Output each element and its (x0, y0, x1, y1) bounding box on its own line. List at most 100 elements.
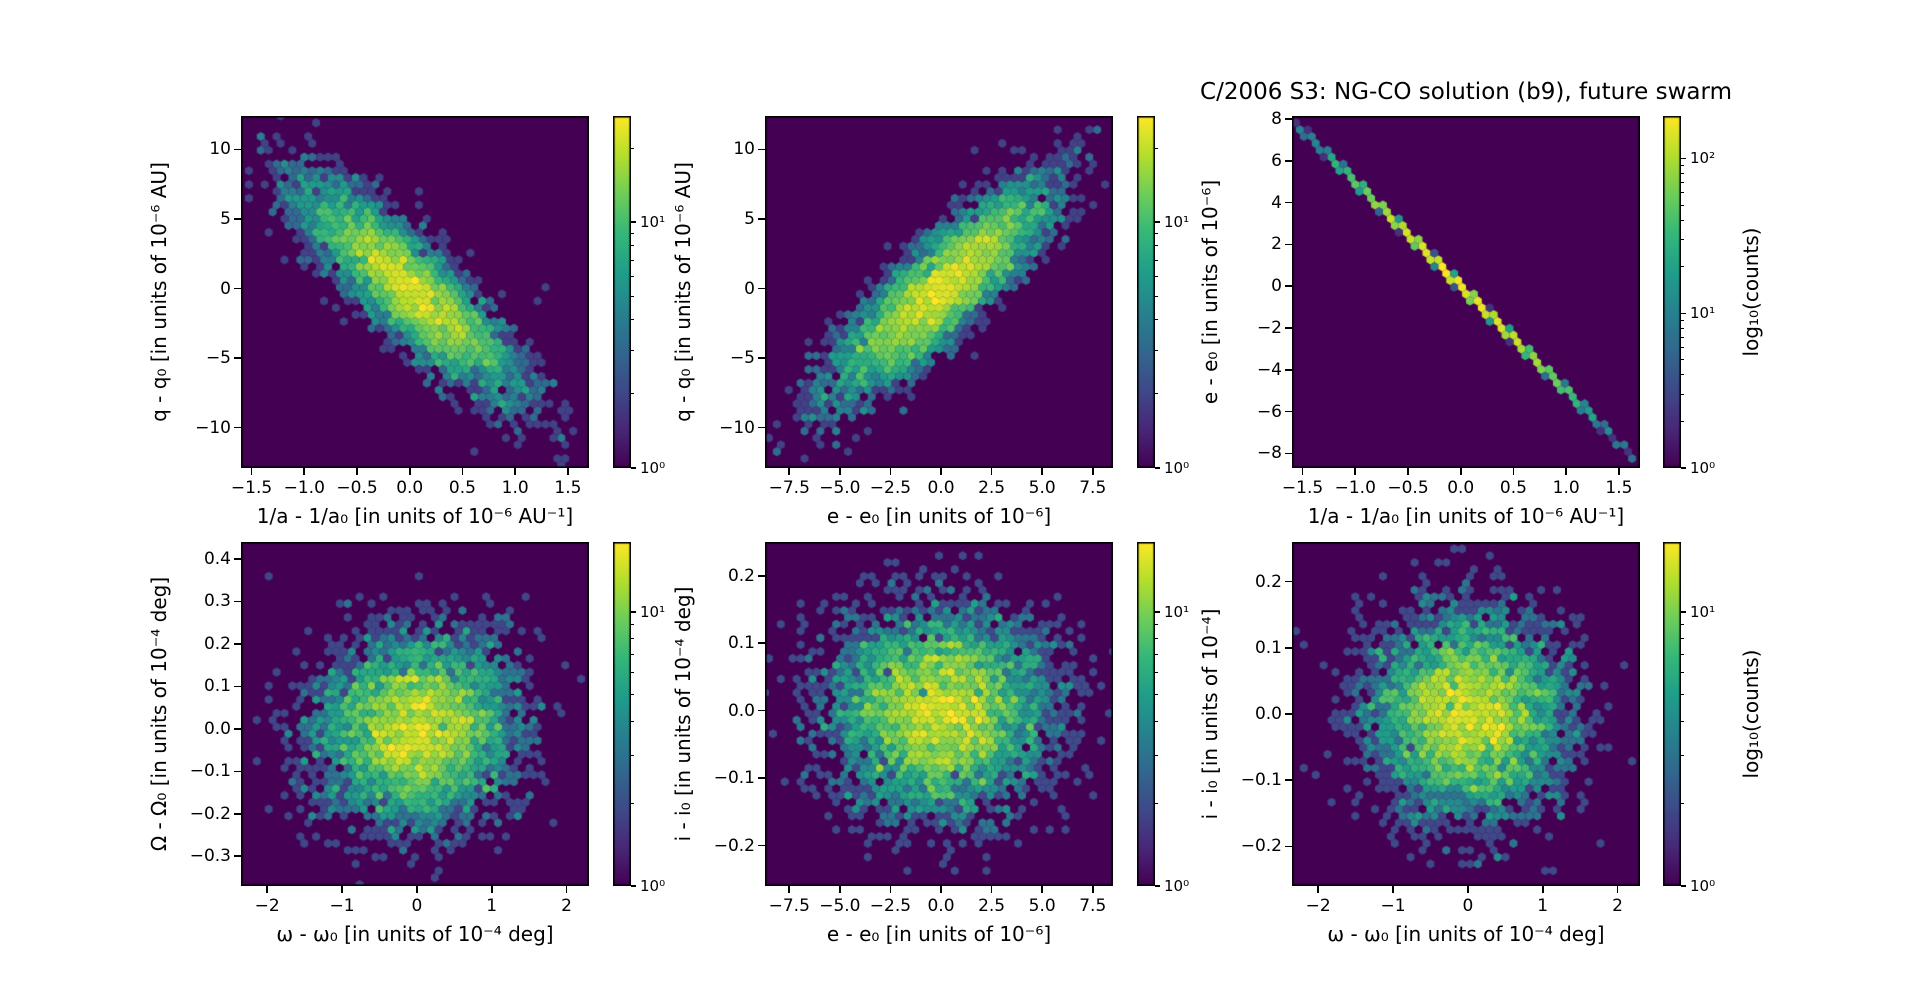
colorbar-tick-label: 10⁰ (1690, 877, 1716, 895)
x-tick (567, 468, 569, 475)
colorbar-minor-tick (1681, 165, 1684, 167)
x-tick (1407, 468, 1409, 475)
y-tick (758, 574, 765, 577)
x-tick (514, 468, 516, 475)
y-tick (758, 148, 765, 151)
y-tick (234, 426, 241, 429)
x-tick-label: 7.5 (1079, 896, 1107, 916)
colorbar-q-q0-vs-e-e0 (1137, 116, 1155, 468)
colorbar-minor-tick (1155, 693, 1158, 695)
x-tick-label: −5.0 (819, 478, 861, 498)
x-tick-label: −1.0 (283, 478, 325, 498)
colorbar-minor-tick (1681, 393, 1684, 395)
colorbar-tick (1681, 467, 1686, 469)
x-tick-label: 2.5 (978, 478, 1006, 498)
colorbar-i-i0-vs-omega-omega0 (1663, 542, 1681, 886)
x-tick (341, 886, 343, 893)
colorbar-tick (1681, 157, 1686, 160)
y-tick (1285, 160, 1292, 162)
colorbar-tick (631, 467, 636, 469)
x-tick (1616, 886, 1619, 893)
x-tick-label: −7.5 (768, 896, 810, 916)
y-tick (758, 426, 765, 429)
colorbar-minor-tick (631, 653, 634, 655)
x-tick-label: −2 (1305, 896, 1331, 916)
y-tick-label: −0.1 (713, 768, 755, 789)
colorbar-tick (1155, 467, 1160, 469)
y-tick-label: 0.3 (203, 591, 231, 612)
y-tick-label: 0.2 (727, 565, 755, 586)
colorbar-tick (1155, 221, 1160, 223)
x-tick-label: 1 (1537, 896, 1549, 916)
y-tick (758, 709, 765, 712)
x-tick (1091, 886, 1094, 893)
y-tick-label: −10 (195, 417, 231, 438)
y-axis-label: i - i₀ [in units of 10⁻⁴] (1198, 608, 1222, 820)
colorbar-minor-tick (1681, 238, 1684, 240)
y-tick (234, 357, 241, 359)
y-axis-label: Ω - Ω₀ [in units of 10⁻⁴ deg] (147, 576, 171, 852)
y-tick (1285, 410, 1292, 413)
colorbar-minor-tick (1681, 172, 1684, 174)
colorbar-q-q0-vs-1a-1a0 (613, 116, 631, 468)
colorbar-tick-label: 10⁰ (640, 877, 666, 895)
y-tick (1285, 327, 1292, 329)
y-tick-label: 0.1 (727, 633, 755, 654)
x-tick (1459, 468, 1462, 475)
y-tick (1285, 580, 1292, 583)
hexbin-plot-e-e0-vs-1a-1a0 (1292, 116, 1640, 468)
y-tick-label: −0.2 (713, 835, 755, 856)
y-tick-label: 5 (744, 208, 755, 229)
x-tick-label: 0 (1462, 896, 1474, 916)
hexbin-plot-q-q0-vs-e-e0 (765, 116, 1113, 468)
colorbar-e-e0-vs-1a-1a0 (1663, 116, 1681, 468)
x-tick-label: 0.0 (927, 896, 955, 916)
colorbar-tick-label: 10⁰ (1164, 459, 1190, 477)
x-tick-label: −2 (254, 896, 280, 916)
y-tick-label: 0.0 (203, 718, 231, 739)
x-tick (250, 468, 253, 475)
colorbar-tick (631, 611, 636, 613)
colorbar-minor-tick (631, 350, 634, 352)
y-tick-label: 0 (1271, 276, 1282, 297)
colorbar-minor-tick (1681, 754, 1684, 756)
y-tick-label: 0 (744, 278, 755, 299)
colorbar-minor-tick (631, 720, 634, 722)
colorbar-minor-tick (1155, 393, 1158, 395)
x-tick-label: −1.5 (1281, 478, 1324, 498)
colorbar-tick (1681, 885, 1686, 887)
colorbar-tick-label: 10⁰ (640, 459, 666, 477)
y-tick-label: −2 (1256, 318, 1282, 339)
colorbar-tick-label: 10⁰ (1164, 877, 1190, 895)
y-tick (234, 813, 241, 815)
colorbar-minor-tick (1155, 147, 1158, 149)
colorbar-minor-tick (1155, 754, 1158, 756)
y-tick (234, 685, 241, 688)
colorbar-minor-tick (631, 295, 634, 297)
x-tick (1618, 468, 1620, 475)
y-tick-label: −10 (719, 417, 755, 438)
colorbar-minor-tick (1155, 350, 1158, 352)
y-tick (234, 855, 241, 858)
x-tick-label: −5.0 (819, 896, 861, 916)
colorbar-tick-label: 10¹ (640, 602, 666, 621)
y-tick-label: 0.0 (727, 700, 755, 721)
x-axis-label: e - e₀ [in units of 10⁻⁶] (826, 504, 1052, 528)
y-tick-label: −0.2 (1240, 836, 1282, 857)
x-tick (408, 468, 411, 475)
y-tick-label: 0.2 (203, 633, 231, 654)
colorbar-tick (1155, 611, 1160, 613)
colorbar-minor-tick (631, 693, 634, 695)
y-tick-label: −0.1 (189, 761, 231, 782)
y-tick (758, 844, 765, 847)
y-axis-label: i - i₀ [in units of 10⁻⁴ deg] (671, 586, 695, 842)
y-tick-label: 0.4 (203, 548, 231, 569)
colorbar-minor-tick (631, 623, 634, 625)
y-tick (234, 643, 241, 645)
y-tick (234, 770, 241, 773)
x-tick (1354, 468, 1357, 475)
x-tick (490, 886, 493, 893)
x-tick-label: 1.5 (1605, 478, 1633, 498)
colorbar-minor-tick (1681, 336, 1684, 338)
x-tick (1317, 886, 1319, 893)
